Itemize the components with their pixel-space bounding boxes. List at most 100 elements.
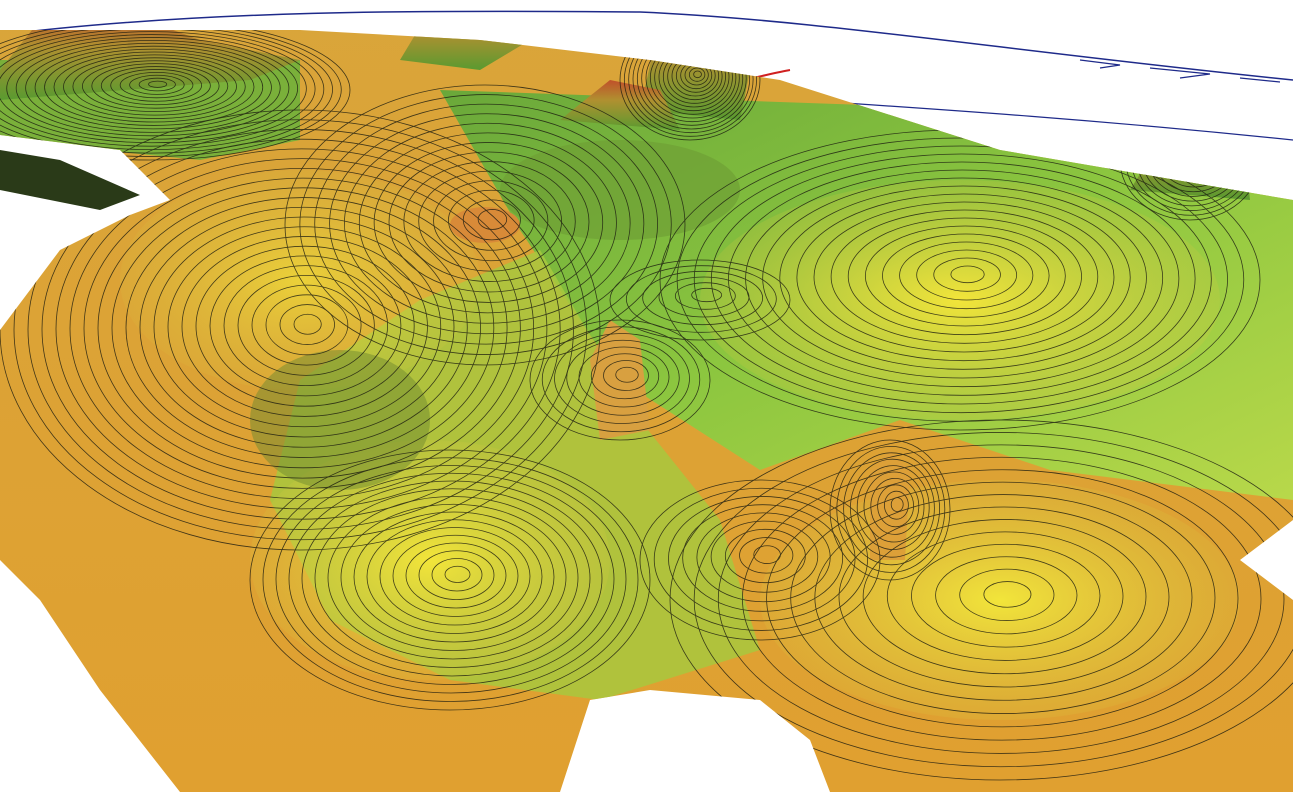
contour <box>110 69 203 102</box>
contour <box>275 465 627 694</box>
contour <box>639 479 881 641</box>
contour <box>1169 134 1221 178</box>
contour <box>353 511 555 643</box>
contour <box>405 542 507 609</box>
contour <box>0 34 307 144</box>
contour <box>314 103 658 345</box>
contour <box>1158 126 1230 188</box>
contour <box>0 31 316 147</box>
contour <box>41 138 561 520</box>
horizon-line <box>799 99 1293 141</box>
contour <box>739 537 794 574</box>
contour <box>669 419 1293 781</box>
contour <box>448 189 535 251</box>
contour <box>119 71 194 99</box>
contour <box>724 528 806 584</box>
contour <box>693 70 702 79</box>
contour <box>762 177 1164 379</box>
contour <box>623 30 757 137</box>
contour <box>653 487 868 631</box>
contour <box>688 67 706 82</box>
contour <box>327 496 579 660</box>
contour <box>153 216 455 438</box>
contour <box>379 527 531 626</box>
contour <box>148 80 168 88</box>
contour <box>477 209 508 230</box>
contour <box>1175 138 1217 174</box>
peak <box>560 80 680 130</box>
contour <box>566 339 680 416</box>
contour <box>590 353 660 400</box>
contour <box>167 226 442 428</box>
contour <box>682 504 844 612</box>
contour <box>628 30 754 134</box>
contour <box>813 201 1115 353</box>
contour <box>935 556 1078 635</box>
contour <box>63 54 246 119</box>
contour <box>388 151 590 293</box>
contour <box>373 142 604 303</box>
contour <box>6 37 299 140</box>
contour <box>691 287 723 303</box>
contour <box>753 545 781 564</box>
contour <box>91 63 220 109</box>
contour <box>603 360 649 391</box>
contour <box>139 206 468 448</box>
contour <box>829 439 951 581</box>
coast-line <box>1079 59 1281 83</box>
contour <box>284 84 686 366</box>
contour <box>959 568 1055 621</box>
contour <box>125 197 481 458</box>
contour <box>223 265 389 387</box>
contour <box>717 444 1285 754</box>
contour <box>0 30 351 161</box>
contour <box>288 472 615 685</box>
contour <box>249 449 651 711</box>
contour <box>578 346 670 408</box>
contour <box>693 432 1293 768</box>
contour <box>344 122 631 324</box>
contour <box>195 245 415 407</box>
contour <box>911 543 1101 648</box>
contour-lines <box>0 30 1293 781</box>
contour <box>838 506 1170 688</box>
contour <box>53 51 255 123</box>
contour <box>693 145 1228 414</box>
contour <box>34 45 272 130</box>
contour <box>97 177 508 479</box>
contour <box>625 265 777 333</box>
contour <box>766 469 1239 728</box>
contour <box>886 531 1124 661</box>
contour <box>884 490 909 520</box>
contour <box>856 465 930 551</box>
contour <box>864 225 1066 327</box>
contour <box>251 284 362 366</box>
contour <box>814 494 1193 701</box>
peak <box>870 450 910 560</box>
contour <box>877 484 914 528</box>
contour <box>418 170 562 272</box>
shelf <box>0 150 140 210</box>
contour <box>674 282 736 310</box>
contour <box>615 366 639 383</box>
contour <box>181 236 428 417</box>
contour <box>1192 149 1203 160</box>
contour <box>1186 145 1208 164</box>
contour <box>541 326 701 433</box>
contour <box>1180 142 1212 169</box>
contour <box>658 276 750 318</box>
contour <box>111 187 495 469</box>
contour <box>862 519 1147 675</box>
shadow <box>500 140 740 240</box>
peak <box>1130 105 1250 200</box>
contour <box>138 77 176 92</box>
contour <box>642 270 764 326</box>
contour <box>830 209 1099 344</box>
contour <box>299 94 672 355</box>
contour <box>418 550 495 600</box>
contour <box>72 57 237 116</box>
contour <box>779 185 1147 370</box>
peak <box>450 207 520 243</box>
